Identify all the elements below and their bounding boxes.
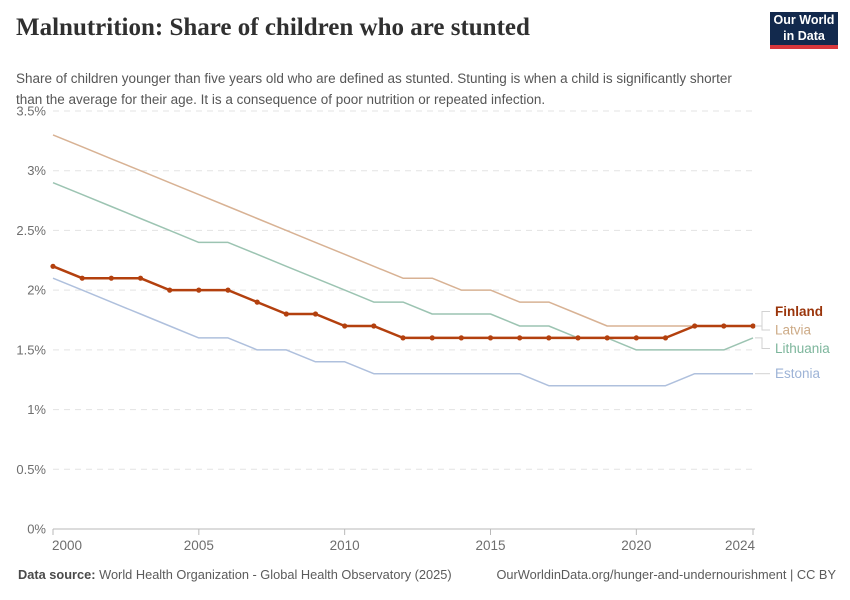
legend-connector-lithuania xyxy=(755,337,770,349)
y-tick-label: 0% xyxy=(27,522,46,537)
page-title: Malnutrition: Share of children who are … xyxy=(16,14,530,41)
data-point-finland[interactable] xyxy=(196,287,202,293)
x-tick-label: 2020 xyxy=(621,538,651,553)
y-tick-label: 1% xyxy=(27,402,46,417)
data-point-finland[interactable] xyxy=(342,323,348,329)
data-point-finland[interactable] xyxy=(546,335,552,341)
data-point-finland[interactable] xyxy=(371,323,377,329)
data-point-finland[interactable] xyxy=(750,323,756,329)
data-point-finland[interactable] xyxy=(283,311,289,317)
y-tick-label: 2.5% xyxy=(16,223,46,238)
data-source: Data source: World Health Organization -… xyxy=(18,567,452,582)
owid-url-link[interactable]: OurWorldinData.org/hunger-and-undernouri… xyxy=(496,567,787,582)
logo-line1: Our World xyxy=(773,13,835,28)
data-point-finland[interactable] xyxy=(487,335,494,341)
chart-subtitle: Share of children younger than five year… xyxy=(16,70,732,107)
y-tick-label: 3% xyxy=(27,163,46,178)
data-point-finland[interactable] xyxy=(137,275,144,281)
footer-links: OurWorldinData.org/hunger-and-undernouri… xyxy=(496,567,836,582)
data-point-finland[interactable] xyxy=(312,311,319,317)
owid-logo[interactable]: Our World in Data xyxy=(770,12,838,49)
data-point-finland[interactable] xyxy=(575,335,581,341)
y-tick-label: 0.5% xyxy=(16,462,46,477)
y-tick-label: 2% xyxy=(27,283,46,298)
x-tick-label: 2015 xyxy=(475,538,505,553)
license-link[interactable]: CC BY xyxy=(796,567,836,582)
x-tick-label: 2000 xyxy=(52,538,82,553)
data-point-finland[interactable] xyxy=(458,335,464,341)
logo-line2: in Data xyxy=(783,28,825,43)
data-point-finland[interactable] xyxy=(79,275,85,281)
series-line-lithuania[interactable] xyxy=(52,182,754,351)
legend-label-estonia[interactable]: Estonia xyxy=(775,366,821,381)
series-line-latvia[interactable] xyxy=(52,134,753,327)
x-tick-label: 2005 xyxy=(184,538,214,553)
legend-label-lithuania[interactable]: Lithuania xyxy=(775,341,830,356)
data-point-finland[interactable] xyxy=(662,335,669,341)
data-point-finland[interactable] xyxy=(108,275,114,281)
legend-label-latvia[interactable]: Latvia xyxy=(775,323,812,338)
x-tick-label: 2024 xyxy=(725,538,756,553)
data-point-finland[interactable] xyxy=(167,287,173,293)
data-point-finland[interactable] xyxy=(429,335,435,341)
line-chart: 0% 0.5% 1% 1.5% 2% 2.5% 3% 3.5% 2000 2005 2010 2015… xyxy=(0,100,850,570)
data-point-finland[interactable] xyxy=(692,323,698,329)
data-source-text: World Health Organization - Global Healt… xyxy=(99,567,452,582)
y-tick-label: 3.5% xyxy=(16,104,46,119)
data-point-finland[interactable] xyxy=(633,335,639,341)
data-point-finland[interactable] xyxy=(604,335,610,341)
x-tick-label: 2010 xyxy=(330,538,360,553)
data-point-finland[interactable] xyxy=(50,263,56,269)
footer-separator: | xyxy=(786,567,797,582)
y-tick-label: 1.5% xyxy=(16,342,46,357)
legend-label-finland[interactable]: Finland xyxy=(775,304,823,319)
data-point-finland[interactable] xyxy=(517,335,523,341)
series-line-estonia[interactable] xyxy=(52,277,753,387)
chart-canvas: 0% 0.5% 1% 1.5% 2% 2.5% 3% 3.5% 2000 2005 2010 2015… xyxy=(16,104,830,554)
data-source-label: Data source: xyxy=(18,567,96,582)
legend-connector-finland xyxy=(755,311,770,327)
data-point-finland[interactable] xyxy=(721,323,727,329)
data-point-finland[interactable] xyxy=(225,287,231,293)
data-point-finland[interactable] xyxy=(400,335,406,341)
legend-connector-latvia xyxy=(755,325,770,331)
data-point-finland[interactable] xyxy=(254,299,260,305)
